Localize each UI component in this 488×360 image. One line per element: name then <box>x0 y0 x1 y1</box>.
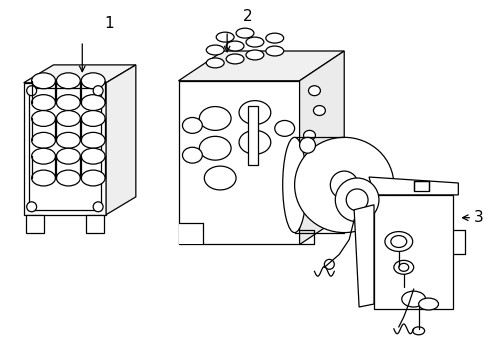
Ellipse shape <box>32 170 55 186</box>
Ellipse shape <box>303 130 315 140</box>
Ellipse shape <box>245 50 264 60</box>
Polygon shape <box>178 81 299 244</box>
Ellipse shape <box>225 54 244 64</box>
Ellipse shape <box>274 121 294 136</box>
Ellipse shape <box>93 202 103 212</box>
Text: 2: 2 <box>243 9 252 24</box>
Ellipse shape <box>401 291 425 307</box>
Ellipse shape <box>335 178 378 222</box>
Ellipse shape <box>199 136 231 160</box>
Ellipse shape <box>265 33 283 43</box>
Ellipse shape <box>93 86 103 96</box>
Polygon shape <box>178 223 203 244</box>
Ellipse shape <box>32 73 55 89</box>
Polygon shape <box>24 83 106 215</box>
Ellipse shape <box>346 189 367 211</box>
Polygon shape <box>86 215 104 233</box>
Ellipse shape <box>393 260 413 274</box>
Ellipse shape <box>384 231 412 251</box>
Ellipse shape <box>81 73 105 89</box>
Ellipse shape <box>81 170 105 186</box>
Ellipse shape <box>182 147 202 163</box>
Ellipse shape <box>56 73 80 89</box>
Polygon shape <box>106 65 136 215</box>
Polygon shape <box>24 65 136 83</box>
Ellipse shape <box>81 148 105 164</box>
Ellipse shape <box>398 264 408 271</box>
Ellipse shape <box>412 327 424 335</box>
Ellipse shape <box>294 137 393 233</box>
Text: 3: 3 <box>473 210 483 225</box>
Ellipse shape <box>239 100 270 125</box>
Ellipse shape <box>56 95 80 111</box>
Ellipse shape <box>81 111 105 126</box>
Ellipse shape <box>206 45 224 55</box>
Ellipse shape <box>32 95 55 111</box>
Ellipse shape <box>182 117 202 133</box>
Polygon shape <box>299 51 344 244</box>
Ellipse shape <box>56 170 80 186</box>
Polygon shape <box>178 51 344 81</box>
Ellipse shape <box>32 148 55 164</box>
Ellipse shape <box>206 58 224 68</box>
Ellipse shape <box>32 132 55 148</box>
Polygon shape <box>247 105 257 165</box>
Text: 1: 1 <box>104 16 114 31</box>
Ellipse shape <box>27 86 37 96</box>
Ellipse shape <box>216 32 234 42</box>
Ellipse shape <box>245 37 264 47</box>
Ellipse shape <box>330 171 357 199</box>
Ellipse shape <box>225 41 244 51</box>
Ellipse shape <box>313 105 325 116</box>
Ellipse shape <box>418 298 438 310</box>
Ellipse shape <box>81 95 105 111</box>
Ellipse shape <box>299 137 315 153</box>
Polygon shape <box>368 177 457 195</box>
Polygon shape <box>413 181 427 191</box>
Ellipse shape <box>81 132 105 148</box>
Polygon shape <box>353 205 373 307</box>
Ellipse shape <box>236 28 253 38</box>
Ellipse shape <box>32 111 55 126</box>
Ellipse shape <box>204 166 236 190</box>
Ellipse shape <box>239 130 270 154</box>
Polygon shape <box>26 215 43 233</box>
Ellipse shape <box>199 107 231 130</box>
Ellipse shape <box>390 235 406 247</box>
Ellipse shape <box>56 148 80 164</box>
Ellipse shape <box>56 132 80 148</box>
Ellipse shape <box>282 137 306 233</box>
Ellipse shape <box>27 202 37 212</box>
Polygon shape <box>373 195 452 309</box>
Ellipse shape <box>265 46 283 56</box>
Ellipse shape <box>324 260 334 269</box>
Ellipse shape <box>308 86 320 96</box>
Ellipse shape <box>56 111 80 126</box>
